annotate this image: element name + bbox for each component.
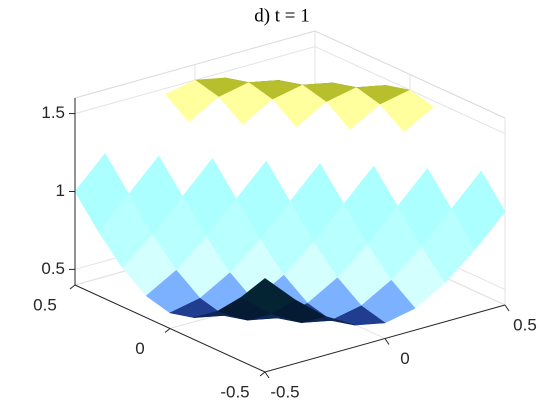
x-tick — [384, 338, 390, 345]
z-tick-label: 1 — [56, 181, 65, 200]
grid-line — [74, 46, 506, 135]
x-tick-label: 0 — [400, 349, 409, 368]
x-tick — [504, 304, 510, 312]
x-tick-label: 0.5 — [513, 315, 537, 334]
y-tick-label: -0.5 — [220, 382, 249, 401]
surface-patch — [240, 278, 296, 315]
z-tick-label: 1.5 — [41, 103, 65, 122]
z-tick-label: 0.5 — [41, 259, 65, 278]
y-tick — [164, 328, 171, 333]
y-tick — [259, 371, 266, 377]
x-tick-label: -0.5 — [270, 382, 299, 401]
y-tick-label: 0 — [135, 339, 144, 358]
x-tick — [264, 371, 270, 379]
y-tick — [69, 284, 76, 290]
y-tick-label: 0.5 — [33, 295, 57, 314]
chart-title: d) t = 1 — [254, 5, 310, 26]
